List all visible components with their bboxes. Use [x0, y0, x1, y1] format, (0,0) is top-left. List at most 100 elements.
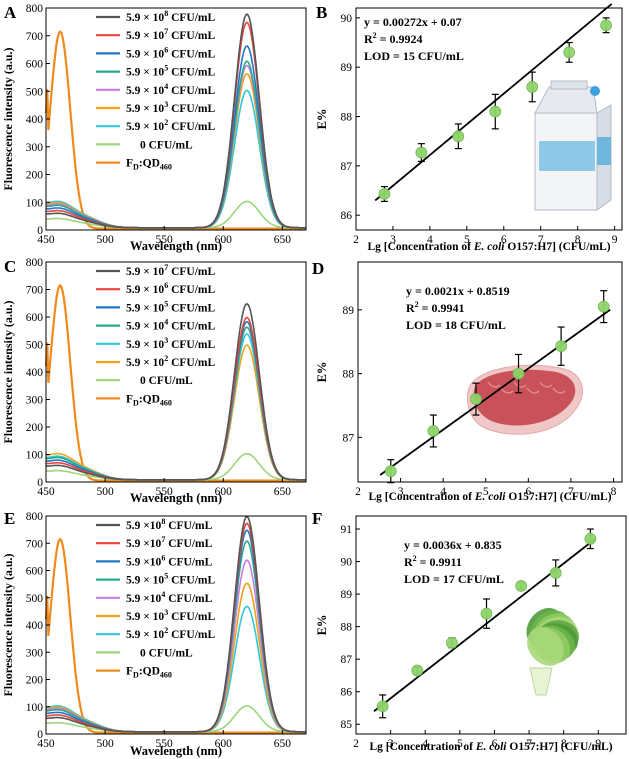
- y-tick-label: 800: [26, 3, 44, 15]
- y-tick-label: 100: [26, 197, 44, 209]
- y-axis-label: Fluorescence intensity (a.u.): [1, 300, 15, 443]
- x-tick-label: 2: [353, 738, 359, 750]
- legend-label: 5.9 × 106 CFU/mL: [126, 45, 215, 60]
- plot-frame: [355, 7, 623, 231]
- data-point: [515, 580, 528, 592]
- y-tick-label: 200: [26, 422, 44, 434]
- panel-letter: A: [4, 3, 17, 22]
- y-tick-label: 700: [26, 285, 44, 297]
- data-point: [445, 636, 458, 649]
- y-tick-label: 86: [341, 210, 353, 222]
- y-tick-label: 400: [26, 620, 44, 632]
- x-tick-label: 600: [215, 486, 233, 498]
- x-tick-label: 550: [156, 234, 174, 246]
- y-tick-label: 88: [343, 369, 355, 381]
- legend-label: 5.9 × 103 CFU/mL: [126, 608, 215, 623]
- y-tick-label: 91: [341, 524, 353, 536]
- x-tick-label: 2: [353, 234, 359, 246]
- x-tick-label: 4: [422, 738, 428, 750]
- y-tick-label: 300: [26, 395, 44, 407]
- y-tick-label: 90: [341, 13, 353, 25]
- x-tick-label: 5: [483, 486, 489, 498]
- fit-equation: y = 0.00272x + 0.07: [364, 15, 462, 29]
- x-tick-label: 6: [492, 738, 498, 750]
- x-tick-label: 3: [398, 486, 404, 498]
- y-tick-label: 0: [37, 477, 43, 489]
- y-tick-label: 89: [341, 589, 353, 601]
- x-tick-label: 2: [355, 486, 361, 498]
- x-tick-label: 9: [595, 738, 601, 750]
- panel-E: 450 500 550 600 650 0 100 200 300 400 500 600 700 800…: [1, 509, 307, 758]
- data-point: [452, 130, 465, 143]
- y-tick-label: 200: [26, 170, 44, 182]
- data-point: [376, 700, 389, 713]
- legend-label: FD:QD460: [126, 666, 172, 680]
- carton-cap: [590, 86, 600, 96]
- legend-label: 5.9 × 102 CFU/mL: [126, 118, 215, 133]
- data-point: [411, 664, 424, 677]
- panel-letter: B: [316, 3, 327, 22]
- y-tick-label: 89: [343, 305, 355, 317]
- r-squared: R2 = 0.9911: [404, 554, 462, 569]
- panel-C: 450 500 550 600 650 0 100 200 300 400 500 600 700 800…: [1, 257, 307, 505]
- steak-illustration: [467, 364, 583, 435]
- spectrum-line: [46, 302, 306, 481]
- legend-label: 0 CFU/mL: [140, 139, 193, 151]
- steak-marbling: [513, 381, 527, 388]
- data-point: [480, 607, 493, 620]
- y-tick-label: 90: [341, 557, 353, 569]
- x-tick-label: 450: [37, 486, 55, 498]
- x-tick-label: 6: [501, 234, 507, 246]
- legend-label: 5.9 × 103 CFU/mL: [126, 336, 215, 351]
- steak-meat: [473, 369, 576, 426]
- y-tick-label: 800: [26, 511, 44, 523]
- x-tick-label: 5: [457, 738, 463, 750]
- y-tick-label: 700: [26, 31, 44, 43]
- x-tick-label: 3: [390, 234, 396, 246]
- x-tick-label: 550: [156, 486, 174, 498]
- x-axis-label: Lg [Concentration of E. coli O157:H7] (C…: [369, 741, 612, 753]
- fit-equation: y = 0.0021x + 0.8519: [406, 284, 510, 298]
- milk-carton-illustration: [534, 80, 612, 211]
- x-axis-label: Lg [Concentration of E. coli O157:H7] (C…: [367, 241, 610, 253]
- data-point: [384, 465, 397, 478]
- x-axis-label: Wavelength (nm): [130, 744, 222, 758]
- legend: 5.9 ×108 CFU/mL 5.9 ×107 CFU/mL 5.9 ×106 C…: [96, 517, 215, 680]
- steak-marbling: [526, 387, 540, 394]
- y-tick-label: 87: [343, 432, 355, 444]
- y-axis-label: Fluorescence intensity (a.u.): [1, 553, 15, 696]
- y-tick-label: 200: [26, 675, 44, 687]
- legend-label: 5.9 × 105 CFU/mL: [126, 299, 215, 314]
- data-point: [597, 300, 610, 313]
- x-axis-label: Lg [Concentration of E. coli O157:H7] (C…: [368, 491, 611, 503]
- fit-line: [373, 537, 597, 712]
- y-tick-label: 86: [341, 687, 353, 699]
- data-point: [549, 567, 562, 579]
- legend-label: 5.9 × 105 CFU/mL: [126, 64, 215, 79]
- lettuce-illustration: [526, 607, 579, 696]
- data-point: [600, 19, 613, 32]
- y-tick-label: 85: [341, 719, 353, 731]
- carton-seal: [550, 80, 588, 90]
- data-point: [378, 188, 391, 200]
- legend-label: 5.9 ×106 CFU/mL: [126, 553, 213, 568]
- legend-label: 0 CFU/mL: [140, 647, 193, 659]
- y-axis-label: E%: [315, 615, 329, 636]
- spectrum-line: [46, 13, 306, 229]
- x-tick-label: 3: [388, 738, 394, 750]
- data-point: [526, 81, 539, 93]
- legend-label: 5.9 × 107 CFU/mL: [126, 263, 215, 278]
- x-tick-label: 7: [568, 486, 574, 498]
- r-squared: R2 = 0.9924: [364, 31, 423, 46]
- x-tick-label: 5: [464, 234, 470, 246]
- x-tick-label: 450: [37, 234, 55, 246]
- y-tick-label: 500: [26, 593, 44, 605]
- data-point: [584, 532, 597, 545]
- legend-label: 5.9 × 102 CFU/mL: [126, 354, 215, 369]
- x-tick-label: 7: [526, 738, 532, 750]
- lettuce-stem: [529, 667, 553, 696]
- x-tick-label: 500: [96, 234, 114, 246]
- data-point: [415, 146, 428, 159]
